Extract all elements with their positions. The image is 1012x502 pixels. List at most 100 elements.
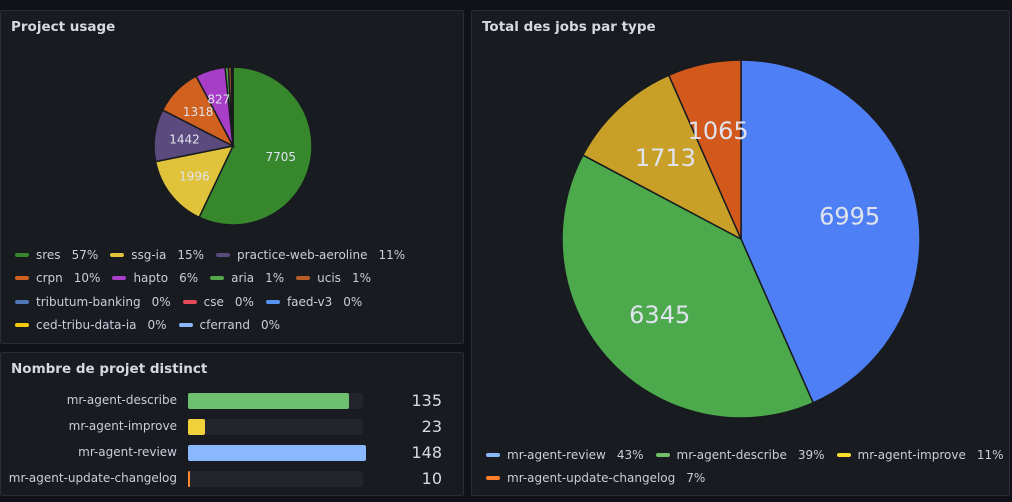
legend-name: tributum-banking xyxy=(36,294,141,309)
legend-swatch xyxy=(265,299,280,304)
legend-percent: 43% xyxy=(616,447,644,462)
pie-value-label: 1442 xyxy=(169,133,200,147)
legend-name: mr-agent-update-changelog xyxy=(507,471,676,486)
legend-swatch xyxy=(15,323,29,328)
bar-track xyxy=(188,419,363,435)
bar-fill xyxy=(188,471,190,487)
pie-value-label: 827 xyxy=(207,92,230,106)
jobs-by-type-legend: mr-agent-review 43% mr-agent-describe 39% mr… xyxy=(486,443,1004,490)
legend-percent: 1% xyxy=(265,271,285,286)
legend-item-mr-agent-improve[interactable]: mr-agent-improve 11% xyxy=(836,447,1004,462)
legend-item-aria[interactable]: aria 1% xyxy=(210,271,284,285)
legend-item-cferrand[interactable]: cferrand 0% xyxy=(178,318,281,333)
legend-swatch xyxy=(486,476,500,481)
legend-percent: 6% xyxy=(179,271,199,286)
legend-name: ssg-ia xyxy=(131,247,167,262)
legend-row: sres 57% ssg-ia 15% practice-web-aeroline 11% xyxy=(15,243,405,267)
legend-percent: 0% xyxy=(260,318,281,333)
legend-swatch xyxy=(210,276,225,281)
bar-value: 148 xyxy=(411,443,442,462)
legend-row: mr-agent-review 43% mr-agent-describe 39% mr… xyxy=(486,443,1004,467)
pie-value-label: 1318 xyxy=(183,105,214,119)
legend-name: mr-agent-improve xyxy=(857,447,966,462)
legend-percent: 39% xyxy=(797,447,825,462)
legend-swatch xyxy=(216,252,231,257)
legend-name: ucis xyxy=(317,271,341,286)
bar-value: 23 xyxy=(421,417,442,436)
legend-percent: 0% xyxy=(234,294,254,309)
legend-item-ucis[interactable]: ucis 1% xyxy=(296,271,371,285)
legend-item-mr-agent-update-changelog[interactable]: mr-agent-update-changelog 7% xyxy=(486,471,705,485)
legend-percent: 15% xyxy=(177,247,205,262)
panel-title: Nombre de projet distinct xyxy=(11,361,208,377)
legend-name: cse xyxy=(203,294,224,309)
project-usage-panel: Project usage 7705 1996 1442 1318 827 sres 57… xyxy=(0,10,464,344)
legend-percent: 57% xyxy=(71,247,99,262)
pie-value-label: 6995 xyxy=(819,203,880,231)
pie-value-label: 1713 xyxy=(635,144,696,172)
bar-row-mr-agent-update-changelog: mr-agent-update-changelog 10 xyxy=(1,469,461,489)
pie-value-label: 6345 xyxy=(629,301,690,329)
bar-label: mr-agent-update-changelog xyxy=(8,471,177,485)
legend-row: tributum-banking 0% cse 0% faed-v3 0% xyxy=(15,290,405,314)
legend-swatch xyxy=(15,276,29,281)
legend-percent: 1% xyxy=(351,271,371,286)
legend-name: practice-web-aeroline xyxy=(237,247,368,262)
bar-label: mr-agent-review xyxy=(78,445,177,459)
legend-row: crpn 10% hapto 6% aria 1% ucis 1% xyxy=(15,267,405,291)
legend-item-ssg-ia[interactable]: ssg-ia 15% xyxy=(110,248,204,262)
legend-item-mr-agent-review[interactable]: mr-agent-review 43% xyxy=(486,448,644,462)
distinct-projects-panel: Nombre de projet distinct mr-agent-descr… xyxy=(0,352,464,496)
pie-slice-mr-agent-update-changelog[interactable] xyxy=(667,59,742,240)
legend-swatch xyxy=(836,452,851,457)
legend-swatch xyxy=(296,276,311,281)
legend-item-mr-agent-describe[interactable]: mr-agent-describe 39% xyxy=(655,447,825,462)
pie-slice-mr-agent-describe[interactable] xyxy=(561,154,815,419)
legend-swatch xyxy=(182,299,197,304)
legend-item-hapto[interactable]: hapto 6% xyxy=(112,271,198,285)
bar-label: mr-agent-describe xyxy=(66,393,177,407)
bar-track xyxy=(188,393,363,409)
legend-percent: 11% xyxy=(976,447,1004,462)
legend-name: sres xyxy=(36,247,61,262)
legend-percent: 7% xyxy=(686,471,706,486)
legend-swatch xyxy=(15,252,29,257)
pie-value-label: 7705 xyxy=(266,150,297,164)
bar-track xyxy=(188,471,363,487)
legend-percent: 0% xyxy=(147,318,167,333)
legend-item-ced-tribu-data-ia[interactable]: ced-tribu-data-ia 0% xyxy=(15,318,167,332)
bar-value: 135 xyxy=(411,391,442,410)
pie-value-label: 1996 xyxy=(179,169,210,183)
pie-slice-mr-agent-improve[interactable] xyxy=(581,74,743,241)
legend-item-practice-web-aeroline[interactable]: practice-web-aeroline 11% xyxy=(216,248,405,262)
pie-value-label: 1065 xyxy=(688,117,749,145)
legend-row: ced-tribu-data-ia 0% cferrand 0% xyxy=(15,314,405,338)
legend-swatch xyxy=(655,452,670,457)
bar-fill xyxy=(188,419,205,435)
bar-label: mr-agent-improve xyxy=(68,419,177,433)
legend-item-tributum-banking[interactable]: tributum-banking 0% xyxy=(15,295,171,309)
legend-item-crpn[interactable]: crpn 10% xyxy=(15,271,100,285)
bar-fill xyxy=(188,445,366,461)
bar-track xyxy=(188,445,366,461)
legend-percent: 11% xyxy=(378,247,406,262)
jobs-by-type-panel: Total des jobs par type 6995 6345 1713 1065… xyxy=(471,10,1010,496)
legend-swatch xyxy=(486,452,500,457)
panel-title: Total des jobs par type xyxy=(482,19,656,35)
pie-slice-ssg-ia[interactable] xyxy=(154,144,235,219)
legend-swatch xyxy=(15,299,29,304)
bar-fill xyxy=(188,393,350,409)
legend-swatch xyxy=(112,276,127,281)
legend-name: aria xyxy=(231,271,255,286)
pie-slice-mr-agent-review[interactable] xyxy=(740,59,921,404)
legend-name: ced-tribu-data-ia xyxy=(36,318,137,333)
bar-value: 10 xyxy=(421,469,442,488)
pie-slice-sres[interactable] xyxy=(198,66,313,226)
legend-item-sres[interactable]: sres 57% xyxy=(15,248,98,262)
legend-item-cse[interactable]: cse 0% xyxy=(182,294,254,309)
legend-percent: 10% xyxy=(73,271,101,286)
legend-name: faed-v3 xyxy=(286,294,333,309)
legend-item-faed-v3[interactable]: faed-v3 0% xyxy=(265,294,362,309)
legend-row: mr-agent-update-changelog 7% xyxy=(486,467,1004,491)
